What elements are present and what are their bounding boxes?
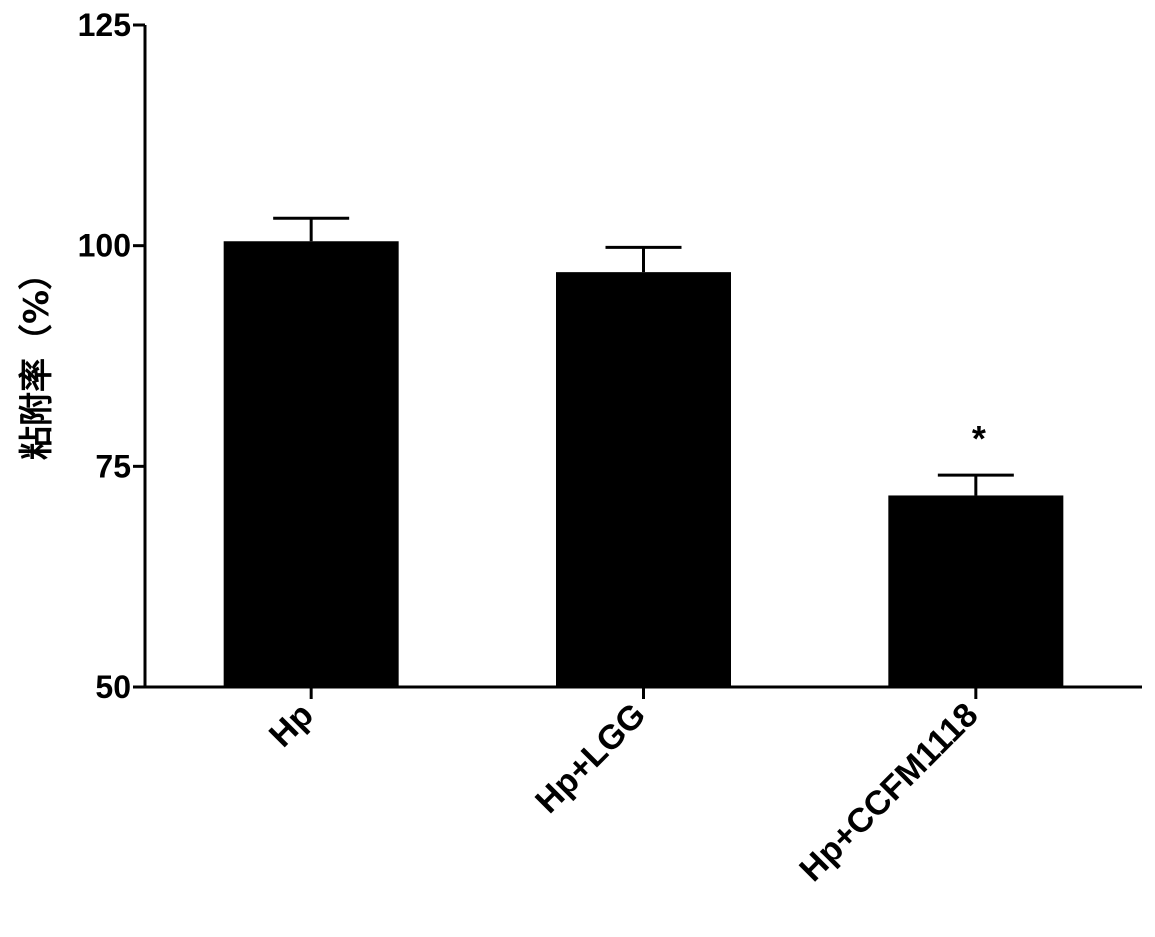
y-tick-label: 50	[95, 669, 131, 705]
significance-marker: *	[972, 418, 986, 459]
bar-2	[888, 495, 1064, 687]
y-axis-title: 粘附率（%）	[17, 256, 57, 460]
y-tick-label: 75	[95, 448, 131, 484]
bars-group	[223, 241, 1064, 687]
x-category-label: Hp+CCFM1118	[792, 696, 985, 889]
annotations-group: *	[972, 418, 986, 459]
bar-0	[223, 241, 399, 687]
y-tick-label: 125	[78, 7, 131, 43]
y-ticks-group: 50 75 100 125	[78, 7, 145, 705]
error-bars-group	[273, 216, 1014, 496]
x-category-label: Hp+LGG	[528, 696, 653, 821]
y-tick-label: 100	[78, 228, 131, 264]
x-category-label: Hp	[262, 696, 321, 755]
bar-1	[556, 272, 731, 687]
x-ticks-group: Hp Hp+LGG Hp+CCFM1118	[262, 687, 985, 889]
